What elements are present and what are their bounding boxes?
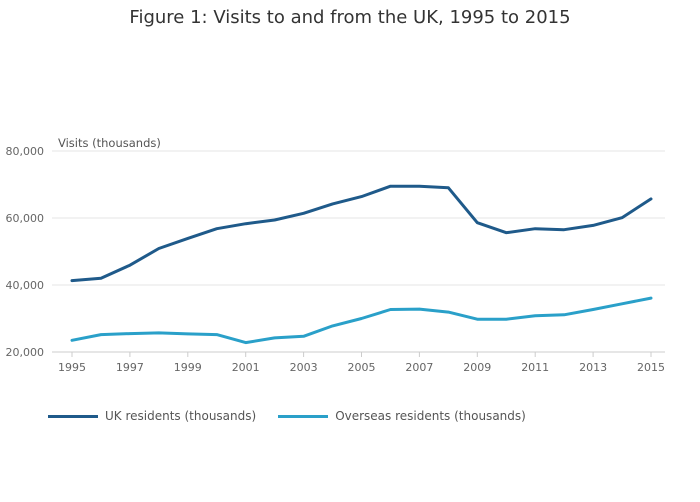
x-tick-label: 2005 bbox=[348, 361, 376, 374]
y-tick-label: 80,000 bbox=[6, 145, 45, 158]
data-point-uk bbox=[649, 197, 653, 201]
x-tick-label: 2015 bbox=[637, 361, 665, 374]
legend-item-overseas[interactable]: Overseas residents (thousands) bbox=[278, 409, 526, 423]
x-tick-label: 1999 bbox=[174, 361, 202, 374]
data-point-overseas bbox=[591, 308, 595, 311]
data-point-overseas bbox=[389, 308, 392, 311]
x-tick-label: 1997 bbox=[116, 361, 144, 374]
legend-label-overseas: Overseas residents (thousands) bbox=[335, 409, 526, 423]
data-point-uk bbox=[331, 202, 334, 206]
data-point-uk bbox=[302, 212, 305, 215]
data-point-uk bbox=[534, 227, 537, 230]
x-tick-label: 2003 bbox=[290, 361, 318, 374]
x-tick-label: 2007 bbox=[405, 361, 433, 374]
data-point-overseas bbox=[360, 317, 363, 320]
data-point-uk bbox=[591, 224, 595, 227]
x-tick-label: 2013 bbox=[579, 361, 607, 374]
data-point-overseas bbox=[331, 324, 334, 328]
data-point-overseas bbox=[128, 332, 132, 335]
data-point-uk bbox=[360, 195, 363, 198]
series-line-uk bbox=[70, 184, 653, 283]
data-point-overseas bbox=[447, 310, 450, 314]
legend-item-uk[interactable]: UK residents (thousands) bbox=[48, 409, 256, 423]
legend: UK residents (thousands) Overseas reside… bbox=[48, 409, 548, 423]
x-tick-label: 2009 bbox=[463, 361, 491, 374]
data-point-overseas bbox=[273, 336, 276, 340]
data-point-uk bbox=[505, 231, 508, 234]
legend-label-uk: UK residents (thousands) bbox=[105, 409, 257, 423]
data-point-overseas bbox=[620, 302, 624, 305]
y-tick-label: 60,000 bbox=[6, 212, 45, 225]
series-line-overseas bbox=[70, 296, 653, 345]
data-point-uk bbox=[70, 279, 74, 282]
y-axis-label: Visits (thousands) bbox=[58, 136, 161, 150]
legend-swatch-uk bbox=[48, 414, 98, 418]
legend-swatch-overseas bbox=[278, 414, 329, 418]
x-tick-label: 2011 bbox=[521, 361, 549, 374]
y-tick-label: 20,000 bbox=[6, 346, 45, 359]
data-point-uk bbox=[99, 277, 103, 280]
data-point-uk bbox=[418, 184, 421, 188]
data-point-overseas bbox=[157, 331, 161, 335]
data-point-overseas bbox=[649, 296, 653, 300]
data-point-uk bbox=[562, 228, 566, 231]
x-tick-label: 2001 bbox=[232, 361, 260, 374]
data-point-overseas bbox=[186, 332, 189, 336]
x-tick-label: 1995 bbox=[58, 361, 86, 374]
data-point-uk bbox=[389, 184, 392, 188]
data-point-overseas bbox=[302, 335, 305, 338]
data-point-overseas bbox=[505, 317, 508, 321]
data-point-uk bbox=[215, 227, 218, 230]
y-tick-label: 40,000 bbox=[6, 279, 45, 292]
data-point-overseas bbox=[476, 317, 479, 321]
data-point-overseas bbox=[99, 333, 103, 336]
data-point-overseas bbox=[70, 339, 74, 342]
data-point-overseas bbox=[215, 333, 218, 336]
chart-title: Figure 1: Visits to and from the UK, 199… bbox=[129, 7, 571, 28]
data-point-uk bbox=[620, 216, 624, 219]
data-point-overseas bbox=[418, 307, 421, 311]
data-point-uk bbox=[273, 218, 276, 222]
data-point-uk bbox=[186, 237, 189, 240]
data-point-uk bbox=[476, 221, 479, 224]
data-point-overseas bbox=[244, 341, 247, 344]
data-point-overseas bbox=[534, 314, 537, 318]
data-point-uk bbox=[128, 264, 132, 267]
data-point-overseas bbox=[562, 313, 566, 317]
data-point-uk bbox=[244, 222, 247, 225]
data-point-uk bbox=[447, 186, 450, 190]
data-point-uk bbox=[157, 247, 161, 250]
